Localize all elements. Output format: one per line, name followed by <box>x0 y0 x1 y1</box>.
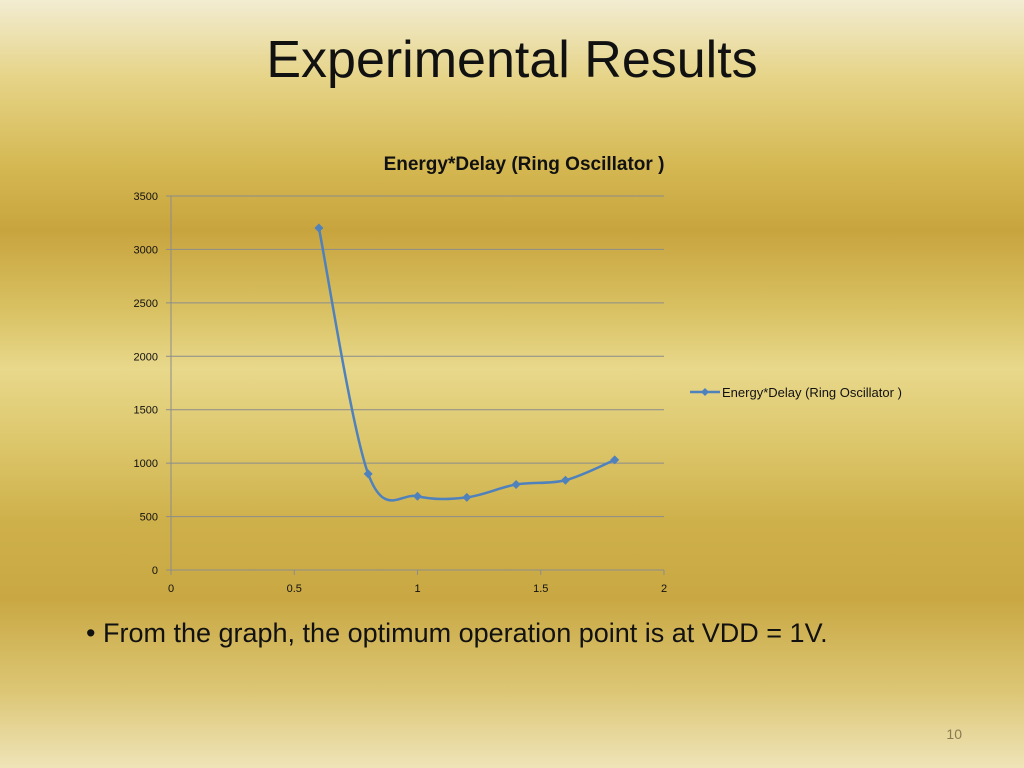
page-number: 10 <box>946 726 962 742</box>
x-tick-label: 0.5 <box>287 583 302 595</box>
series-line <box>317 227 616 502</box>
data-point <box>610 455 620 465</box>
data-point <box>511 480 521 490</box>
data-point <box>560 475 570 485</box>
bullet-marker: • <box>86 618 96 648</box>
y-tick-label: 0 <box>152 565 158 577</box>
legend-label: Energy*Delay (Ring Oscillator ) <box>722 385 902 400</box>
bullet-item: • From the graph, the optimum operation … <box>86 618 828 649</box>
data-point <box>363 469 373 479</box>
y-tick-label: 3000 <box>134 244 158 256</box>
x-tick-label: 0 <box>168 583 174 595</box>
y-tick-label: 1500 <box>134 405 158 417</box>
slide-title: Experimental Results <box>266 31 758 89</box>
bullet-text: From the graph, the optimum operation po… <box>102 618 828 648</box>
data-point <box>314 223 324 233</box>
x-tick-label: 2 <box>661 583 667 595</box>
y-tick-label: 2000 <box>134 351 158 363</box>
data-point <box>462 492 472 502</box>
x-tick-label: 1.5 <box>533 583 548 595</box>
data-point <box>413 491 422 501</box>
chart-title: Energy*Delay (Ring Oscillator ) <box>384 154 665 175</box>
y-tick-label: 2500 <box>134 298 158 310</box>
y-tick-label: 1000 <box>134 458 158 470</box>
legend-marker <box>701 388 709 396</box>
y-tick-label: 3500 <box>134 191 158 203</box>
y-tick-label: 500 <box>140 512 158 524</box>
x-tick-label: 1 <box>414 583 420 595</box>
